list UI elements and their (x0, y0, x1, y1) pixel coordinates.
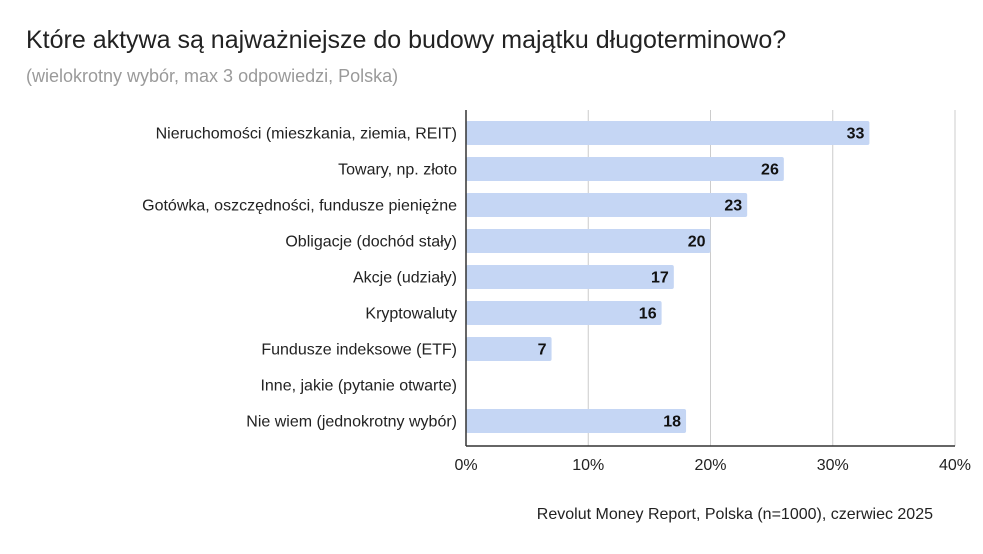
source-note: Revolut Money Report, Polska (n=1000), c… (536, 506, 933, 523)
x-tick-label: 0% (454, 457, 477, 474)
bar (466, 337, 552, 361)
x-tick-label: 10% (572, 457, 604, 474)
bar-value-label: 17 (651, 270, 669, 287)
bar-value-label: 26 (761, 162, 779, 179)
x-tick-label: 40% (939, 457, 971, 474)
bar-value-label: 23 (724, 198, 742, 215)
bar (466, 301, 662, 325)
bar (466, 193, 748, 217)
category-label: Gotówka, oszczędności, fundusze pieniężn… (142, 198, 457, 215)
bar (466, 121, 870, 145)
bar (466, 265, 674, 289)
bar (466, 409, 687, 433)
category-label: Kryptowaluty (365, 306, 457, 323)
category-label: Nieruchomości (mieszkania, ziemia, REIT) (156, 126, 457, 143)
bar-value-label: 18 (663, 414, 681, 431)
bar-value-label: 33 (847, 126, 865, 143)
bar-value-label: 20 (688, 234, 706, 251)
x-tick-label: 30% (817, 457, 849, 474)
category-label: Akcje (udziały) (353, 270, 457, 287)
bar (466, 229, 711, 253)
category-label: Inne, jakie (pytanie otwarte) (260, 378, 457, 395)
bar-value-label: 16 (639, 306, 657, 323)
category-label: Nie wiem (jednokrotny wybór) (246, 414, 457, 431)
category-label: Obligacje (dochód stały) (285, 234, 457, 251)
bar-value-label: 7 (538, 342, 547, 359)
chart-subtitle: (wielokrotny wybór, max 3 odpowiedzi, Po… (26, 66, 399, 86)
bar (466, 157, 784, 181)
category-label: Towary, np. złoto (338, 162, 457, 179)
chart-title: Które aktywa są najważniejsze do budowy … (26, 26, 787, 54)
x-tick-label: 20% (694, 457, 726, 474)
category-label: Fundusze indeksowe (ETF) (261, 342, 457, 359)
